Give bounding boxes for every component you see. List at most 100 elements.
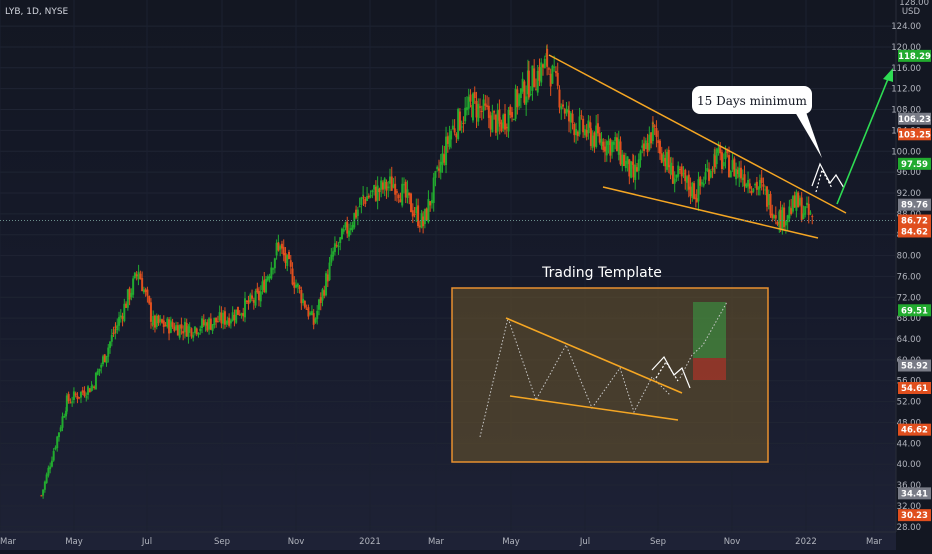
- candle-body[interactable]: [491, 112, 494, 133]
- candle-body[interactable]: [85, 396, 88, 398]
- candle-body[interactable]: [366, 196, 369, 202]
- candle-body[interactable]: [105, 355, 108, 363]
- candle-body[interactable]: [289, 260, 292, 267]
- candle-body[interactable]: [50, 460, 53, 467]
- candle-body[interactable]: [758, 180, 761, 189]
- candle-body[interactable]: [71, 401, 74, 403]
- candle-body[interactable]: [110, 335, 113, 342]
- candle-body[interactable]: [587, 120, 590, 134]
- candle-body[interactable]: [351, 224, 354, 230]
- candle-body[interactable]: [533, 68, 536, 87]
- candle-body[interactable]: [793, 195, 796, 208]
- candle-body[interactable]: [527, 70, 530, 98]
- candle-body[interactable]: [755, 181, 758, 190]
- candle-body[interactable]: [484, 103, 487, 106]
- candle-body[interactable]: [280, 243, 283, 249]
- candle-body[interactable]: [164, 325, 167, 327]
- candle-body[interactable]: [767, 194, 770, 206]
- candle-body[interactable]: [637, 159, 640, 171]
- candle-body[interactable]: [369, 195, 372, 197]
- candle-body[interactable]: [743, 174, 746, 187]
- candle-body[interactable]: [399, 199, 402, 203]
- candle-body[interactable]: [631, 161, 634, 165]
- candle-body[interactable]: [556, 72, 559, 86]
- candle-body[interactable]: [617, 139, 620, 155]
- candle-body[interactable]: [500, 122, 503, 132]
- candle-body[interactable]: [229, 320, 232, 324]
- candle-body[interactable]: [257, 291, 260, 301]
- candle-body[interactable]: [443, 154, 446, 163]
- candle-body[interactable]: [254, 291, 257, 306]
- candle-body[interactable]: [72, 391, 75, 401]
- candle-body[interactable]: [448, 135, 451, 147]
- candle-body[interactable]: [434, 171, 437, 178]
- candle-body[interactable]: [208, 318, 211, 330]
- candle-body[interactable]: [197, 332, 200, 335]
- candle-body[interactable]: [457, 108, 460, 140]
- candle-body[interactable]: [362, 196, 365, 198]
- candle-body[interactable]: [487, 105, 490, 118]
- candle-body[interactable]: [74, 393, 77, 396]
- candle-body[interactable]: [261, 281, 264, 290]
- candle-body[interactable]: [273, 258, 276, 269]
- candle-body[interactable]: [585, 129, 588, 137]
- candle-body[interactable]: [57, 432, 60, 438]
- candle-body[interactable]: [380, 180, 383, 190]
- candle-body[interactable]: [494, 114, 497, 133]
- candle-body[interactable]: [358, 206, 361, 208]
- candle-body[interactable]: [183, 321, 186, 333]
- candle-body[interactable]: [700, 182, 703, 184]
- candle-body[interactable]: [505, 126, 508, 129]
- candle-body[interactable]: [704, 172, 707, 180]
- candle-body[interactable]: [733, 158, 736, 177]
- candle-body[interactable]: [628, 159, 631, 177]
- candle-body[interactable]: [565, 108, 568, 114]
- candle-body[interactable]: [475, 100, 478, 118]
- candle-body[interactable]: [397, 194, 400, 199]
- candle-body[interactable]: [348, 230, 351, 237]
- candle-body[interactable]: [534, 89, 537, 91]
- candle-body[interactable]: [263, 279, 266, 293]
- candle-body[interactable]: [100, 364, 103, 368]
- candle-body[interactable]: [439, 161, 442, 173]
- candle-body[interactable]: [233, 314, 236, 321]
- candle-body[interactable]: [521, 78, 524, 92]
- candle-body[interactable]: [531, 65, 534, 91]
- candle-body[interactable]: [54, 447, 57, 450]
- candle-body[interactable]: [762, 184, 765, 187]
- candle-body[interactable]: [731, 160, 734, 170]
- candle-body[interactable]: [560, 106, 563, 110]
- candle-body[interactable]: [286, 254, 289, 266]
- candle-body[interactable]: [190, 328, 193, 337]
- candle-body[interactable]: [441, 153, 444, 165]
- candle-body[interactable]: [779, 210, 782, 230]
- candle-body[interactable]: [719, 146, 722, 154]
- candle-body[interactable]: [509, 106, 512, 116]
- candle-body[interactable]: [309, 312, 312, 315]
- candle-body[interactable]: [655, 128, 658, 137]
- candle-body[interactable]: [305, 308, 308, 310]
- candle-body[interactable]: [675, 174, 678, 178]
- candle-body[interactable]: [765, 186, 768, 207]
- candle-body[interactable]: [660, 153, 663, 163]
- candle-body[interactable]: [119, 315, 122, 318]
- candle-body[interactable]: [653, 125, 656, 127]
- candle-body[interactable]: [805, 202, 808, 205]
- candle-body[interactable]: [175, 325, 178, 331]
- candle-body[interactable]: [387, 186, 390, 189]
- candle-body[interactable]: [471, 93, 474, 121]
- candle-body[interactable]: [413, 213, 416, 215]
- candle-body[interactable]: [282, 246, 285, 256]
- candle-body[interactable]: [93, 386, 96, 388]
- candle-body[interactable]: [220, 312, 223, 324]
- candle-body[interactable]: [717, 147, 720, 153]
- candle-body[interactable]: [135, 274, 138, 277]
- candle-body[interactable]: [266, 276, 269, 281]
- candle-body[interactable]: [427, 199, 430, 223]
- candle-body[interactable]: [333, 243, 336, 252]
- candle-body[interactable]: [778, 211, 781, 228]
- candle-body[interactable]: [133, 272, 136, 278]
- candle-body[interactable]: [460, 126, 463, 128]
- candle-body[interactable]: [436, 166, 439, 170]
- candle-body[interactable]: [670, 162, 673, 175]
